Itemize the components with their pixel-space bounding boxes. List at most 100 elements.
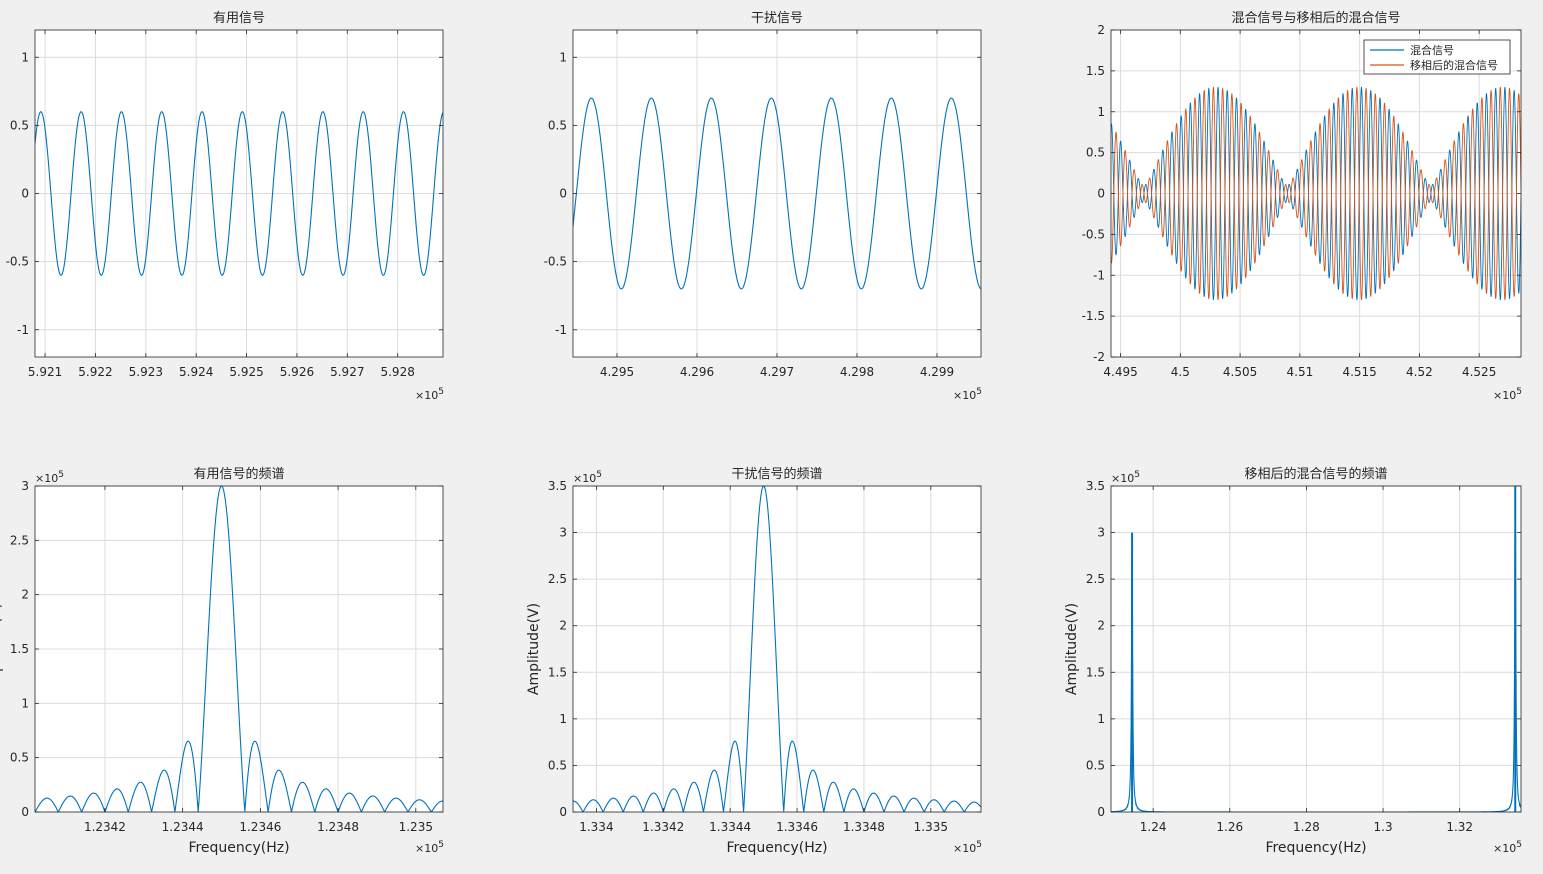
y-exponent-label: ×105 [35,470,64,485]
legend-entry-2: 移相后的混合信号 [1410,58,1498,72]
y-tick-label: 0.5 [10,751,29,765]
plot-title: 有用信号的频谱 [193,466,284,482]
y-tick-label: 2.5 [548,572,567,586]
y-tick-label: 2.5 [1086,572,1105,586]
exponent-power: 5 [1516,387,1522,397]
exponent-power: 5 [438,840,444,850]
x-tick-label: 4.51 [1287,365,1314,379]
x-tick-label: 4.299 [920,365,954,379]
x-tick-label: 5.926 [280,365,314,379]
exponent-base: ×10 [953,842,976,855]
exponent-base: ×10 [415,389,438,402]
y-tick-label: 0.5 [548,758,567,772]
x-exponent-label: ×105 [1493,840,1522,855]
plot-title: 有用信号 [213,11,265,26]
plot-title: 混合信号与移相后的混合信号 [1231,10,1400,26]
y-tick-label: 3.5 [548,479,567,493]
x-tick-label: 1.2344 [162,820,204,834]
y-tick-label: 0 [559,187,567,201]
exponent-base: ×10 [35,472,58,485]
x-tick-label: 4.295 [600,365,634,379]
spectrum-line [35,486,443,812]
legend-box [1363,39,1511,75]
y-axis-label: Amplitude(V) [526,603,542,695]
y-tick-label: 0.5 [1086,146,1105,160]
x-exponent-label: ×105 [1493,387,1522,402]
exponent-base: ×10 [953,389,976,402]
exponent-base: ×10 [415,842,438,855]
y-tick-label: -0.5 [544,255,567,269]
exponent-power: 5 [1516,840,1522,850]
x-tick-label: 1.3344 [709,820,751,834]
y-axis-label: Amplitude(V) [1064,603,1080,695]
x-tick-label: 1.26 [1216,820,1243,834]
x-axis-label: Frequency(Hz) [188,840,289,856]
x-tick-label: 4.52 [1406,365,1433,379]
series-line [573,97,981,290]
subplot-5: 1.334 1.3342 1.3344 1.3346 1.3348 1.335 0 0.5 1 1… [526,466,982,856]
series-line-1 [1111,86,1521,301]
y-tick-label: 0 [21,187,29,201]
y-tick-label: 2.5 [10,533,29,547]
subplot-6: 1.24 1.26 1.28 1.3 1.32 0 0.5 1 1.5 2 2.5 3 3.5 移相后的混… [1064,466,1522,856]
y-tick-label: 1 [1097,712,1105,726]
y-tick-label: 1 [559,712,567,726]
x-tick-label: 4.525 [1462,365,1496,379]
series-line [35,111,443,276]
axes-box [572,485,982,813]
y-tick-label: -0.5 [6,255,29,269]
x-axis-label: Frequency(Hz) [726,840,827,856]
y-tick-label: -1 [555,323,567,337]
exponent-base: ×10 [1493,389,1516,402]
y-tick-label: -0.5 [1082,227,1105,241]
y-tick-label: 1.5 [1086,64,1105,78]
exponent-base: ×10 [1493,842,1516,855]
y-tick-label: 2 [1097,23,1105,37]
x-tick-label: 1.2342 [84,820,126,834]
x-tick-label: 5.921 [28,365,62,379]
y-tick-label: 3.5 [1086,479,1105,493]
y-tick-label: -2 [1093,350,1105,364]
x-tick-label: 5.928 [380,365,414,379]
y-tick-label: 3 [1097,526,1105,540]
plot-data [573,97,981,290]
y-tick-label: 1 [21,696,29,710]
y-tick-label: 3 [559,526,567,540]
exponent-power: 5 [976,840,982,850]
x-exponent-label: ×105 [953,387,982,402]
y-tick-label: 1.5 [548,665,567,679]
legend-entry-1: 混合信号 [1410,43,1454,57]
y-tick-label: 0.5 [10,118,29,132]
axes-box [1110,485,1522,813]
y-tick-label: 0.5 [1086,758,1105,772]
exponent-power: 5 [58,470,64,480]
subplot-4: 1.2342 1.2344 1.2346 1.2348 1.235 0 0.5 1 1.5 2 2.… [0,466,444,856]
y-tick-label: 1 [1097,105,1105,119]
x-axis-label: Frequency(Hz) [1265,840,1366,856]
x-tick-label: 4.515 [1342,365,1376,379]
subplot-1: 5.921 5.922 5.923 5.924 5.925 5.926 5.927 5.928… [6,11,444,402]
x-tick-label: 4.505 [1223,365,1257,379]
x-tick-label: 1.3 [1374,820,1393,834]
y-tick-label: -1.5 [1082,309,1105,323]
x-tick-label: 5.925 [229,365,263,379]
x-tick-label: 1.28 [1293,820,1320,834]
x-tick-label: 1.24 [1140,820,1167,834]
y-exponent-label: ×105 [1111,470,1140,485]
x-tick-label: 1.3346 [776,820,818,834]
x-tick-label: 1.335 [914,820,948,834]
exponent-power: 5 [596,470,602,480]
y-axis-label: Amplitude(V) [0,603,4,695]
y-tick-label: 0 [1097,805,1105,819]
y-tick-label: 1 [21,50,29,64]
y-tick-label: 1.5 [10,642,29,656]
y-tick-label: -1 [1093,268,1105,282]
x-tick-label: 4.297 [760,365,794,379]
plot-area [573,486,981,812]
y-tick-label: 0 [1097,187,1105,201]
plot-data [1111,86,1521,301]
x-exponent-label: ×105 [415,840,444,855]
plot-title: 干扰信号的频谱 [731,466,822,482]
x-tick-label: 5.923 [129,365,163,379]
